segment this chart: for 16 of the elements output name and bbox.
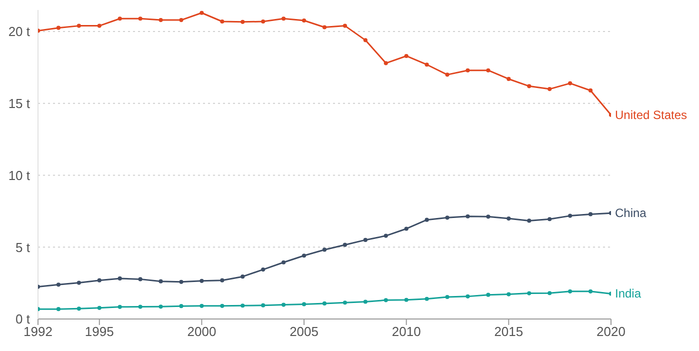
x-tick-label: 2010 (392, 324, 421, 340)
x-tick-label: 2015 (494, 324, 524, 340)
series-label: India (615, 286, 642, 301)
line-series (38, 211, 611, 289)
series-label: China (615, 206, 647, 220)
y-tick-label: 5 t (16, 240, 30, 255)
y-tick-label: 15 t (8, 96, 30, 112)
x-tick-label: 2005 (290, 324, 318, 340)
x-tick-label: 1995 (84, 324, 114, 340)
x-tick-label: 1992 (24, 324, 52, 340)
y-tick-label: 0 t (16, 312, 30, 327)
y-tick-label: 10 t (8, 168, 30, 183)
y-tick-label: 20 t (8, 24, 30, 40)
x-tick-label: 2000 (187, 324, 216, 340)
x-tick-label: 2020 (596, 324, 626, 340)
series-label: United States (615, 108, 688, 122)
